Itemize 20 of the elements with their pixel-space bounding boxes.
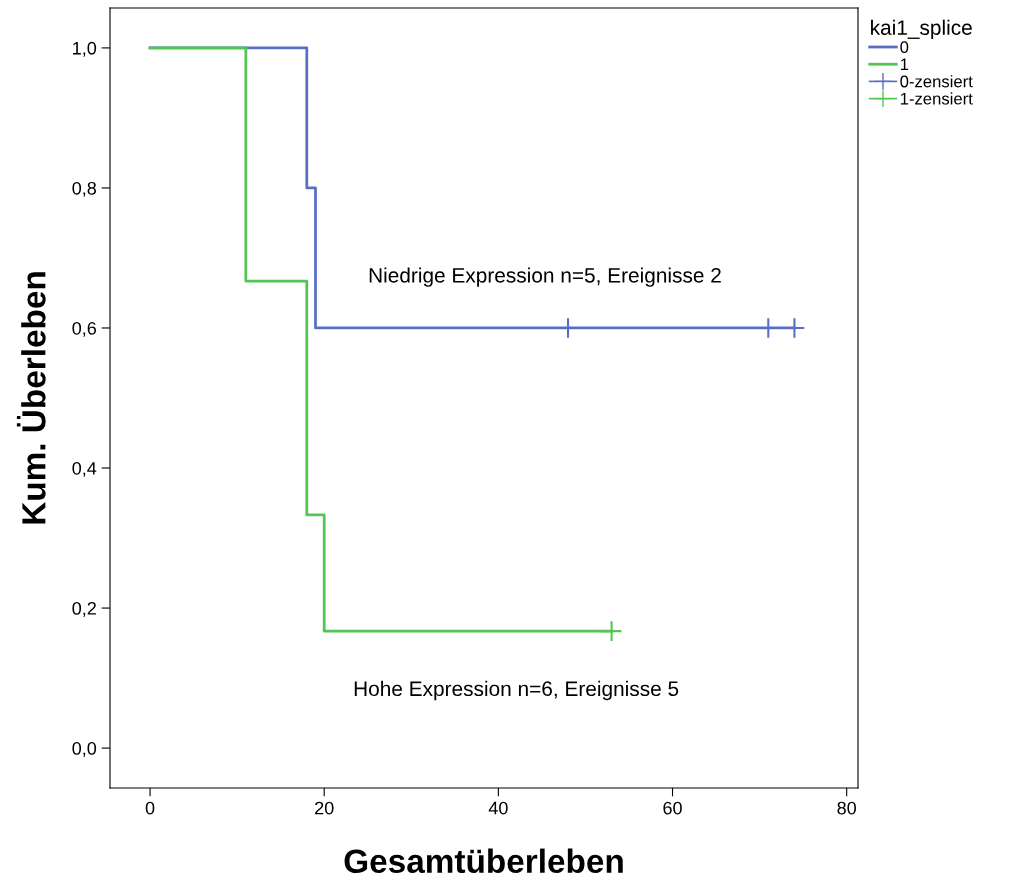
legend-title: kai1_splice [871, 19, 972, 40]
y-tick-label: 0,8 [72, 181, 97, 197]
y-tick-label: 0,2 [72, 601, 96, 617]
annotation: Hohe Expression n=6, Ereignisse 5 [354, 680, 679, 701]
y-tick-label: 0,6 [72, 321, 97, 337]
y-tick-label: 0,4 [72, 461, 97, 477]
x-tick-label: 0 [145, 801, 155, 815]
x-axis-title: Gesamtüberleben [344, 848, 623, 874]
legend-label: 0 [900, 41, 909, 53]
x-tick-label: 20 [315, 801, 334, 815]
x-tick-label: 40 [488, 801, 508, 815]
x-tick-label: 60 [663, 801, 682, 815]
y-tick-label: 0,0 [72, 742, 97, 757]
y-axis-title: Kum. Überleben [16, 272, 46, 524]
x-tick-label: 80 [837, 801, 857, 815]
annotation: Niedrige Expression n=5, Ereignisse 2 [369, 267, 721, 287]
legend-label: 0-zensiert [900, 75, 973, 88]
legend-label: 1 [900, 58, 909, 71]
legend-label: 1-zensiert [900, 92, 973, 105]
y-tick-label: 1,0 [73, 41, 97, 57]
